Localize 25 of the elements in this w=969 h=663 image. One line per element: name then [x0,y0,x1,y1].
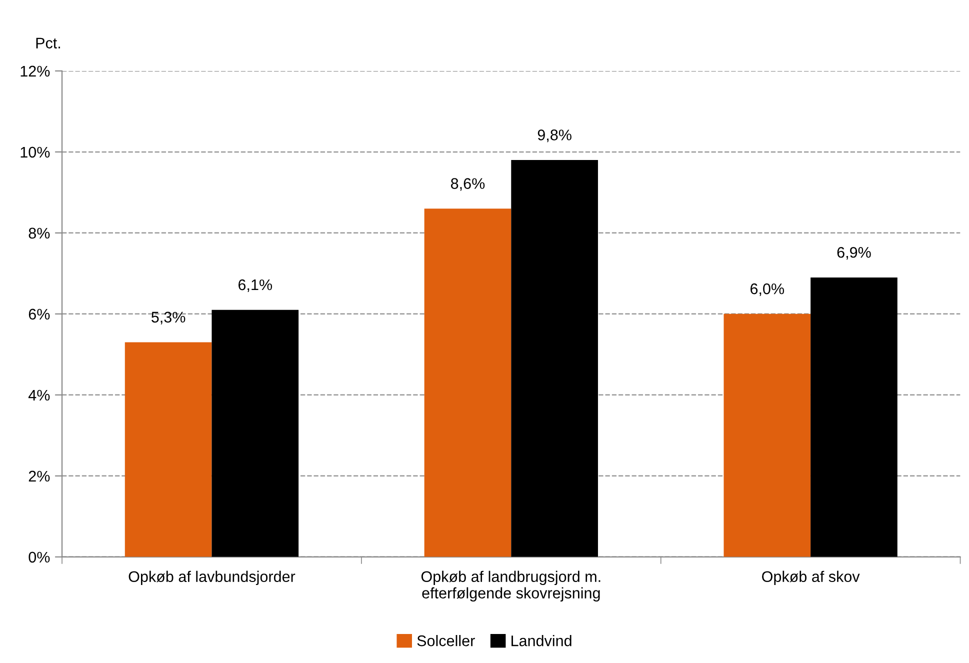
data-label: 8,6% [450,178,485,191]
bar [124,342,212,557]
bar [810,277,898,557]
y-tick-label: 0% [28,552,50,563]
y-tick-label: 12% [20,66,50,77]
legend-label: Solceller [417,635,475,646]
legend-label: Landvind [512,635,572,646]
data-label: 9,8% [538,130,572,142]
bar [724,314,811,557]
data-label: 5,3% [152,312,186,324]
x-tick-label: Opkøb af landbrugsjord m. efterfølgende skovrejsning [421,570,600,602]
y-tick-label: 2% [28,470,50,482]
x-tick-label: Opkøb af skov [762,570,860,586]
data-label: 6,9% [837,246,871,260]
bar [424,208,512,557]
data-label: 6,0% [750,283,784,296]
y-tick-label: 10% [20,146,50,158]
y-tick-label: 4% [28,390,50,401]
x-tick-label: Opkøb af lavbundsjorder [128,570,296,586]
y-tick-label: 8% [28,228,50,239]
bar [212,310,299,557]
bar [511,160,598,557]
data-label: 6,1% [238,279,272,292]
y-axis-title: Pct. [36,38,60,48]
y-tick-label: 6% [28,308,50,320]
